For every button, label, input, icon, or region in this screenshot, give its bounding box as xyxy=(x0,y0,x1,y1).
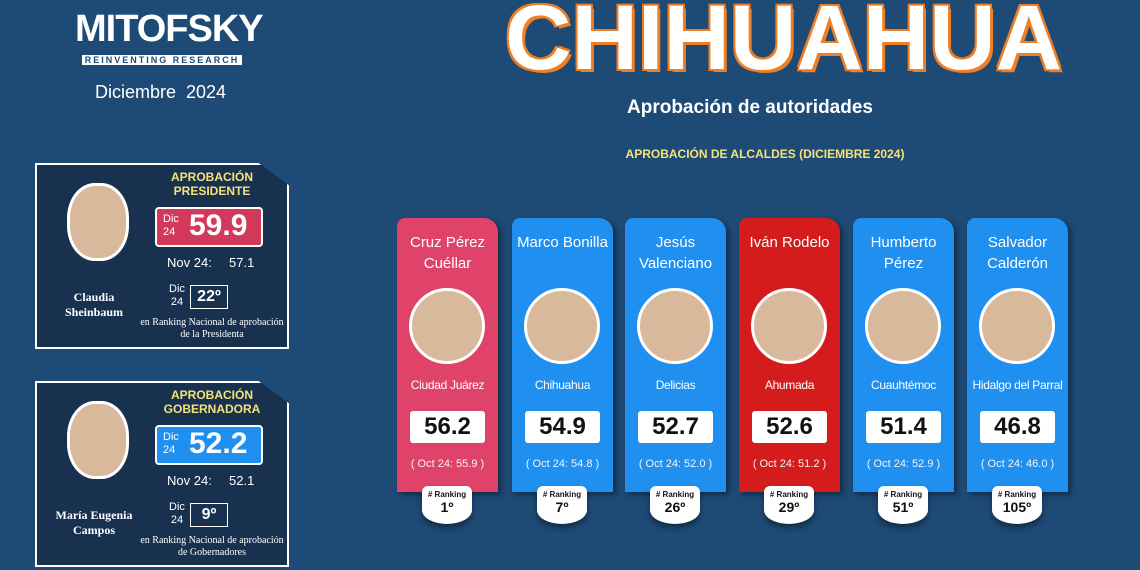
mayor-card: Iván Rodelo Ahumada 52.6 ( Oct 24: 51.2 ) xyxy=(739,218,840,492)
mayor-name: Jesús Valenciano xyxy=(638,234,713,272)
approval-value: 52.2 xyxy=(189,427,248,460)
ranking-badge: # Ranking 51º xyxy=(878,486,928,524)
photo xyxy=(67,401,129,479)
mayor-card: Marco Bonilla Chihuahua 54.9 ( Oct 24: 54.8… xyxy=(512,218,613,492)
approval-value: 56.2 xyxy=(410,411,485,443)
photo xyxy=(637,288,713,364)
mayor-name: Cruz Pérez Cuéllar xyxy=(409,234,486,272)
previous-value: 57.1 xyxy=(229,255,255,270)
rank-period: Dic 24 xyxy=(169,283,185,308)
section-title: APROBACIÓN DE ALCALDES (DICIEMBRE 2024) xyxy=(625,147,905,161)
rank-note: en Ranking Nacional de aprobación de la … xyxy=(140,317,284,340)
previous-label: Nov 24: xyxy=(167,255,212,270)
mayor-name: Salvador Calderón xyxy=(987,234,1048,272)
official-card: APROBACIÓN PRESIDENTE Dic 24 59.9 Nov 24: 57… xyxy=(35,163,289,349)
ranking-label: # Ranking xyxy=(883,490,923,499)
approval-label: APROBACIÓN PRESIDENTE xyxy=(170,170,253,198)
official-name: María Eugenia Campos xyxy=(55,508,133,537)
approval-value: 52.7 xyxy=(638,411,713,443)
ranking-value: 26º xyxy=(664,499,686,515)
previous-value: ( Oct 24: 52.9 ) xyxy=(866,458,941,470)
approval-value: 51.4 xyxy=(866,411,941,443)
ranking-badge: # Ranking 7º xyxy=(537,486,587,524)
city: Delicias xyxy=(655,378,696,392)
previous-value: 52.1 xyxy=(229,473,255,488)
ranking-badge: # Ranking 1º xyxy=(422,486,472,524)
tagline: REINVENTING RESEARCH xyxy=(82,55,242,65)
photo xyxy=(865,288,941,364)
city: Cuauhtémoc xyxy=(870,378,937,392)
ranking-label: # Ranking xyxy=(427,490,467,499)
city: Hidalgo del Parral xyxy=(972,378,1063,392)
ranking-label: # Ranking xyxy=(769,490,809,499)
city: Ahumada xyxy=(764,378,815,392)
approval-label: APROBACIÓN GOBERNADORA xyxy=(163,388,261,416)
value-box: Dic 24 52.2 xyxy=(155,425,263,465)
date: Diciembre 2024 xyxy=(95,82,227,102)
previous-value: ( Oct 24: 51.2 ) xyxy=(752,458,827,470)
city: Ciudad Juárez xyxy=(410,378,485,392)
photo xyxy=(67,183,129,261)
photo xyxy=(979,288,1055,364)
title: CHIHUAHUA xyxy=(505,0,1063,89)
period: Dic 24 xyxy=(163,213,179,238)
previous-value: ( Oct 24: 52.0 ) xyxy=(638,458,713,470)
mayor-name: Humberto Pérez xyxy=(870,234,937,272)
ranking-value: 51º xyxy=(892,499,914,515)
previous-value: ( Oct 24: 46.0 ) xyxy=(980,458,1055,470)
mayor-card: Salvador Calderón Hidalgo del Parral 46.8 (… xyxy=(967,218,1068,492)
ranking-value: 29º xyxy=(778,499,800,515)
approval-value: 54.9 xyxy=(525,411,600,443)
ranking-badge: # Ranking 29º xyxy=(764,486,814,524)
ranking-badge: # Ranking 105º xyxy=(992,486,1042,524)
logo: MITOFSKY xyxy=(75,8,264,50)
photo xyxy=(524,288,600,364)
ranking-value: 105º xyxy=(1002,499,1032,515)
rank: 9º xyxy=(190,503,228,527)
photo xyxy=(409,288,485,364)
rank-period: Dic 24 xyxy=(169,501,185,526)
ranking-badge: # Ranking 26º xyxy=(650,486,700,524)
approval-value: 46.8 xyxy=(980,411,1055,443)
ranking-label: # Ranking xyxy=(655,490,695,499)
mayor-card: Cruz Pérez Cuéllar Ciudad Juárez 56.2 ( Oct… xyxy=(397,218,498,492)
official-name: Claudia Sheinbaum xyxy=(64,290,124,319)
previous-value: ( Oct 24: 54.8 ) xyxy=(525,458,600,470)
approval-value: 52.6 xyxy=(752,411,827,443)
photo xyxy=(751,288,827,364)
ranking-value: 7º xyxy=(555,499,569,515)
rank-note: en Ranking Nacional de aprobación de Gob… xyxy=(140,535,284,558)
mayor-name: Marco Bonilla xyxy=(517,234,608,251)
official-card: APROBACIÓN GOBERNADORA Dic 24 52.2 Nov 24: 5… xyxy=(35,381,289,567)
mayor-name: Iván Rodelo xyxy=(749,234,830,251)
approval-value: 59.9 xyxy=(189,209,248,242)
mayor-card: Jesús Valenciano Delicias 52.7 ( Oct 24: 52… xyxy=(625,218,726,492)
rank: 22º xyxy=(190,285,228,309)
previous-value: ( Oct 24: 55.9 ) xyxy=(410,458,485,470)
period: Dic 24 xyxy=(163,431,179,456)
mayor-card: Humberto Pérez Cuauhtémoc 51.4 ( Oct 24: 52… xyxy=(853,218,954,492)
value-box: Dic 24 59.9 xyxy=(155,207,263,247)
ranking-label: # Ranking xyxy=(997,490,1037,499)
ranking-label: # Ranking xyxy=(542,490,582,499)
ranking-value: 1º xyxy=(440,499,454,515)
previous-label: Nov 24: xyxy=(167,473,212,488)
city: Chihuahua xyxy=(534,378,591,392)
subtitle: Aprobación de autoridades xyxy=(627,97,873,118)
